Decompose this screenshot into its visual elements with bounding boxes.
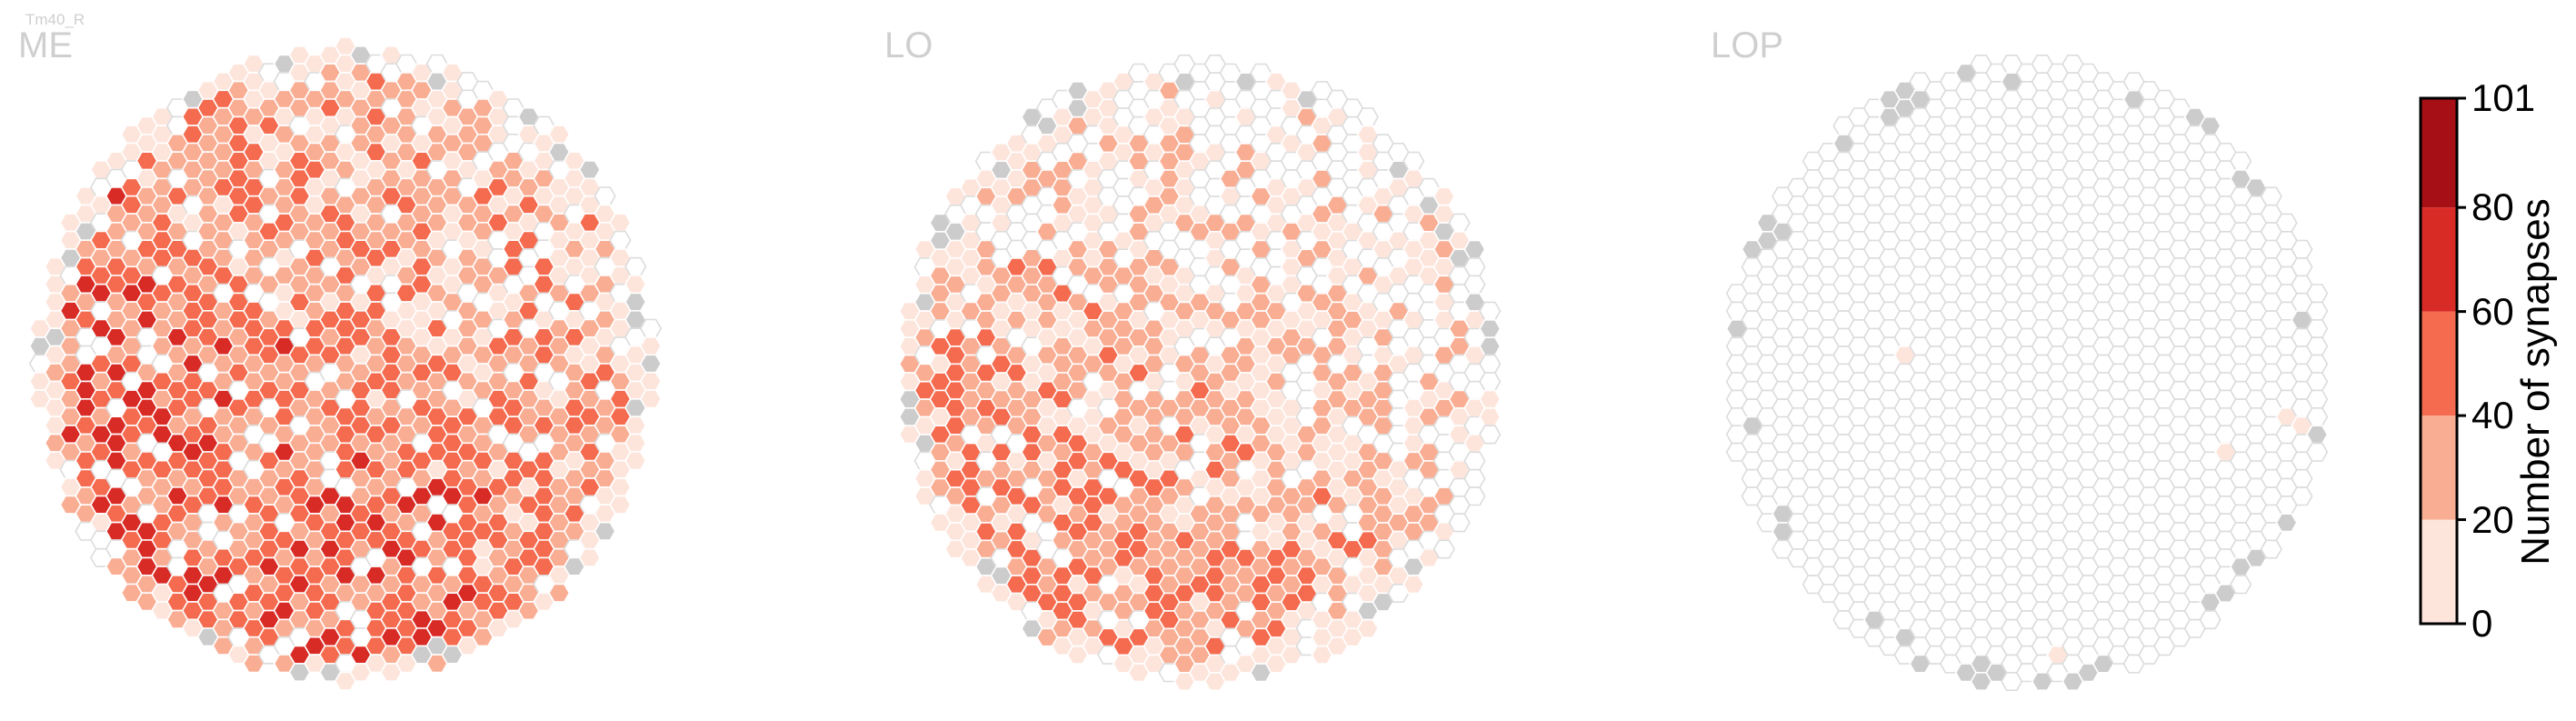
hex-cell	[624, 292, 647, 312]
hex-cell	[1479, 336, 1502, 356]
hex-cell	[2199, 115, 2222, 135]
hex-cell	[1356, 107, 1379, 127]
hex-cell	[2275, 213, 2298, 233]
hex-cell	[2306, 442, 2329, 462]
hex-cell	[1479, 301, 1502, 321]
hex-cell	[2306, 406, 2329, 427]
colorbar-tick-label: 0	[2471, 602, 2493, 645]
hex-cell	[1479, 425, 1502, 445]
hex-cell	[2306, 389, 2329, 409]
hex-cell	[2230, 151, 2252, 171]
hex-cell	[1479, 354, 1502, 374]
hex-cell	[624, 433, 647, 453]
hex-cell	[2306, 318, 2329, 339]
hex-cell	[1463, 486, 1486, 506]
hex-cell	[548, 125, 571, 145]
hex-cell	[594, 186, 616, 206]
hex-cell	[1463, 257, 1486, 277]
hex-cell	[2275, 513, 2298, 533]
figure-suptitle: Tm40_R	[25, 11, 85, 28]
colorbar-bin-3	[2421, 207, 2457, 312]
panel-title-lo: LO	[884, 25, 934, 65]
hex-panel-lo	[898, 54, 1502, 692]
hex-cell	[639, 371, 663, 391]
hex-cell	[1463, 239, 1486, 259]
hex-cell	[1479, 372, 1502, 392]
colorbar-bin-1	[2421, 416, 2457, 520]
hex-cell	[1463, 275, 1486, 295]
hex-cell	[624, 256, 647, 276]
hex-cell	[1463, 468, 1486, 488]
hex-cell	[624, 275, 647, 295]
hex-panel-me	[28, 36, 663, 691]
hex-cell	[2291, 468, 2313, 488]
panel-title-lop: LOP	[1711, 25, 1784, 65]
hex-cell	[1448, 513, 1471, 533]
colorbar-label: Number of synapses	[2513, 198, 2558, 566]
colorbar-tick-label: 20	[2471, 497, 2514, 541]
colorbar	[2419, 96, 2466, 626]
hex-cell	[1356, 618, 1379, 638]
hex-cell	[578, 547, 601, 567]
hex-cell	[609, 230, 632, 250]
hex-cell	[639, 318, 663, 338]
hex-cell	[1448, 213, 1471, 233]
hex-cell	[2306, 301, 2329, 321]
hex-panel-lop	[1725, 54, 2329, 692]
hex-cell	[1479, 406, 1502, 427]
hex-cell	[578, 160, 601, 180]
hex-cell	[2291, 257, 2313, 277]
hex-cell	[1463, 451, 1486, 471]
hex-cell	[1479, 318, 1502, 339]
hex-cell	[609, 495, 632, 515]
hex-cell	[639, 389, 663, 409]
hex-cell	[624, 451, 647, 471]
hex-cell	[609, 477, 632, 497]
hex-cell	[609, 213, 632, 233]
hex-cell	[1433, 186, 1455, 206]
hex-cell	[2306, 284, 2329, 304]
colorbar-tick-label: 80	[2471, 185, 2514, 229]
colorbar-tick-label: 101	[2471, 76, 2536, 119]
hex-cell	[639, 354, 663, 374]
colorbar-bin-0	[2421, 519, 2457, 624]
hex-cell	[548, 583, 571, 603]
colorbar-tick-label: 60	[2471, 289, 2514, 333]
hex-cell	[594, 521, 616, 541]
colorbar-bin-4	[2421, 98, 2457, 208]
hex-cell	[2230, 575, 2252, 595]
colorbar-frame	[2419, 96, 2459, 626]
hex-cell	[2199, 610, 2222, 630]
colorbar-bin-2	[2421, 311, 2457, 416]
hex-cell	[2306, 354, 2329, 374]
hex-cell	[639, 336, 663, 356]
hex-cell	[1403, 151, 1425, 171]
hex-cell	[2306, 336, 2329, 356]
panel-title-me: ME	[18, 25, 73, 65]
colorbar-tick-label: 40	[2471, 394, 2514, 437]
hex-cell	[1403, 575, 1425, 595]
hex-cell	[2260, 539, 2282, 559]
hex-cell	[2260, 186, 2282, 206]
hex-cell	[1479, 389, 1502, 409]
hex-cell	[2291, 239, 2313, 259]
hex-cell	[1433, 539, 1455, 559]
hex-cell	[624, 416, 647, 436]
hex-cell	[2306, 372, 2329, 392]
hex-cell	[2306, 425, 2329, 445]
hex-cell	[2291, 486, 2313, 506]
